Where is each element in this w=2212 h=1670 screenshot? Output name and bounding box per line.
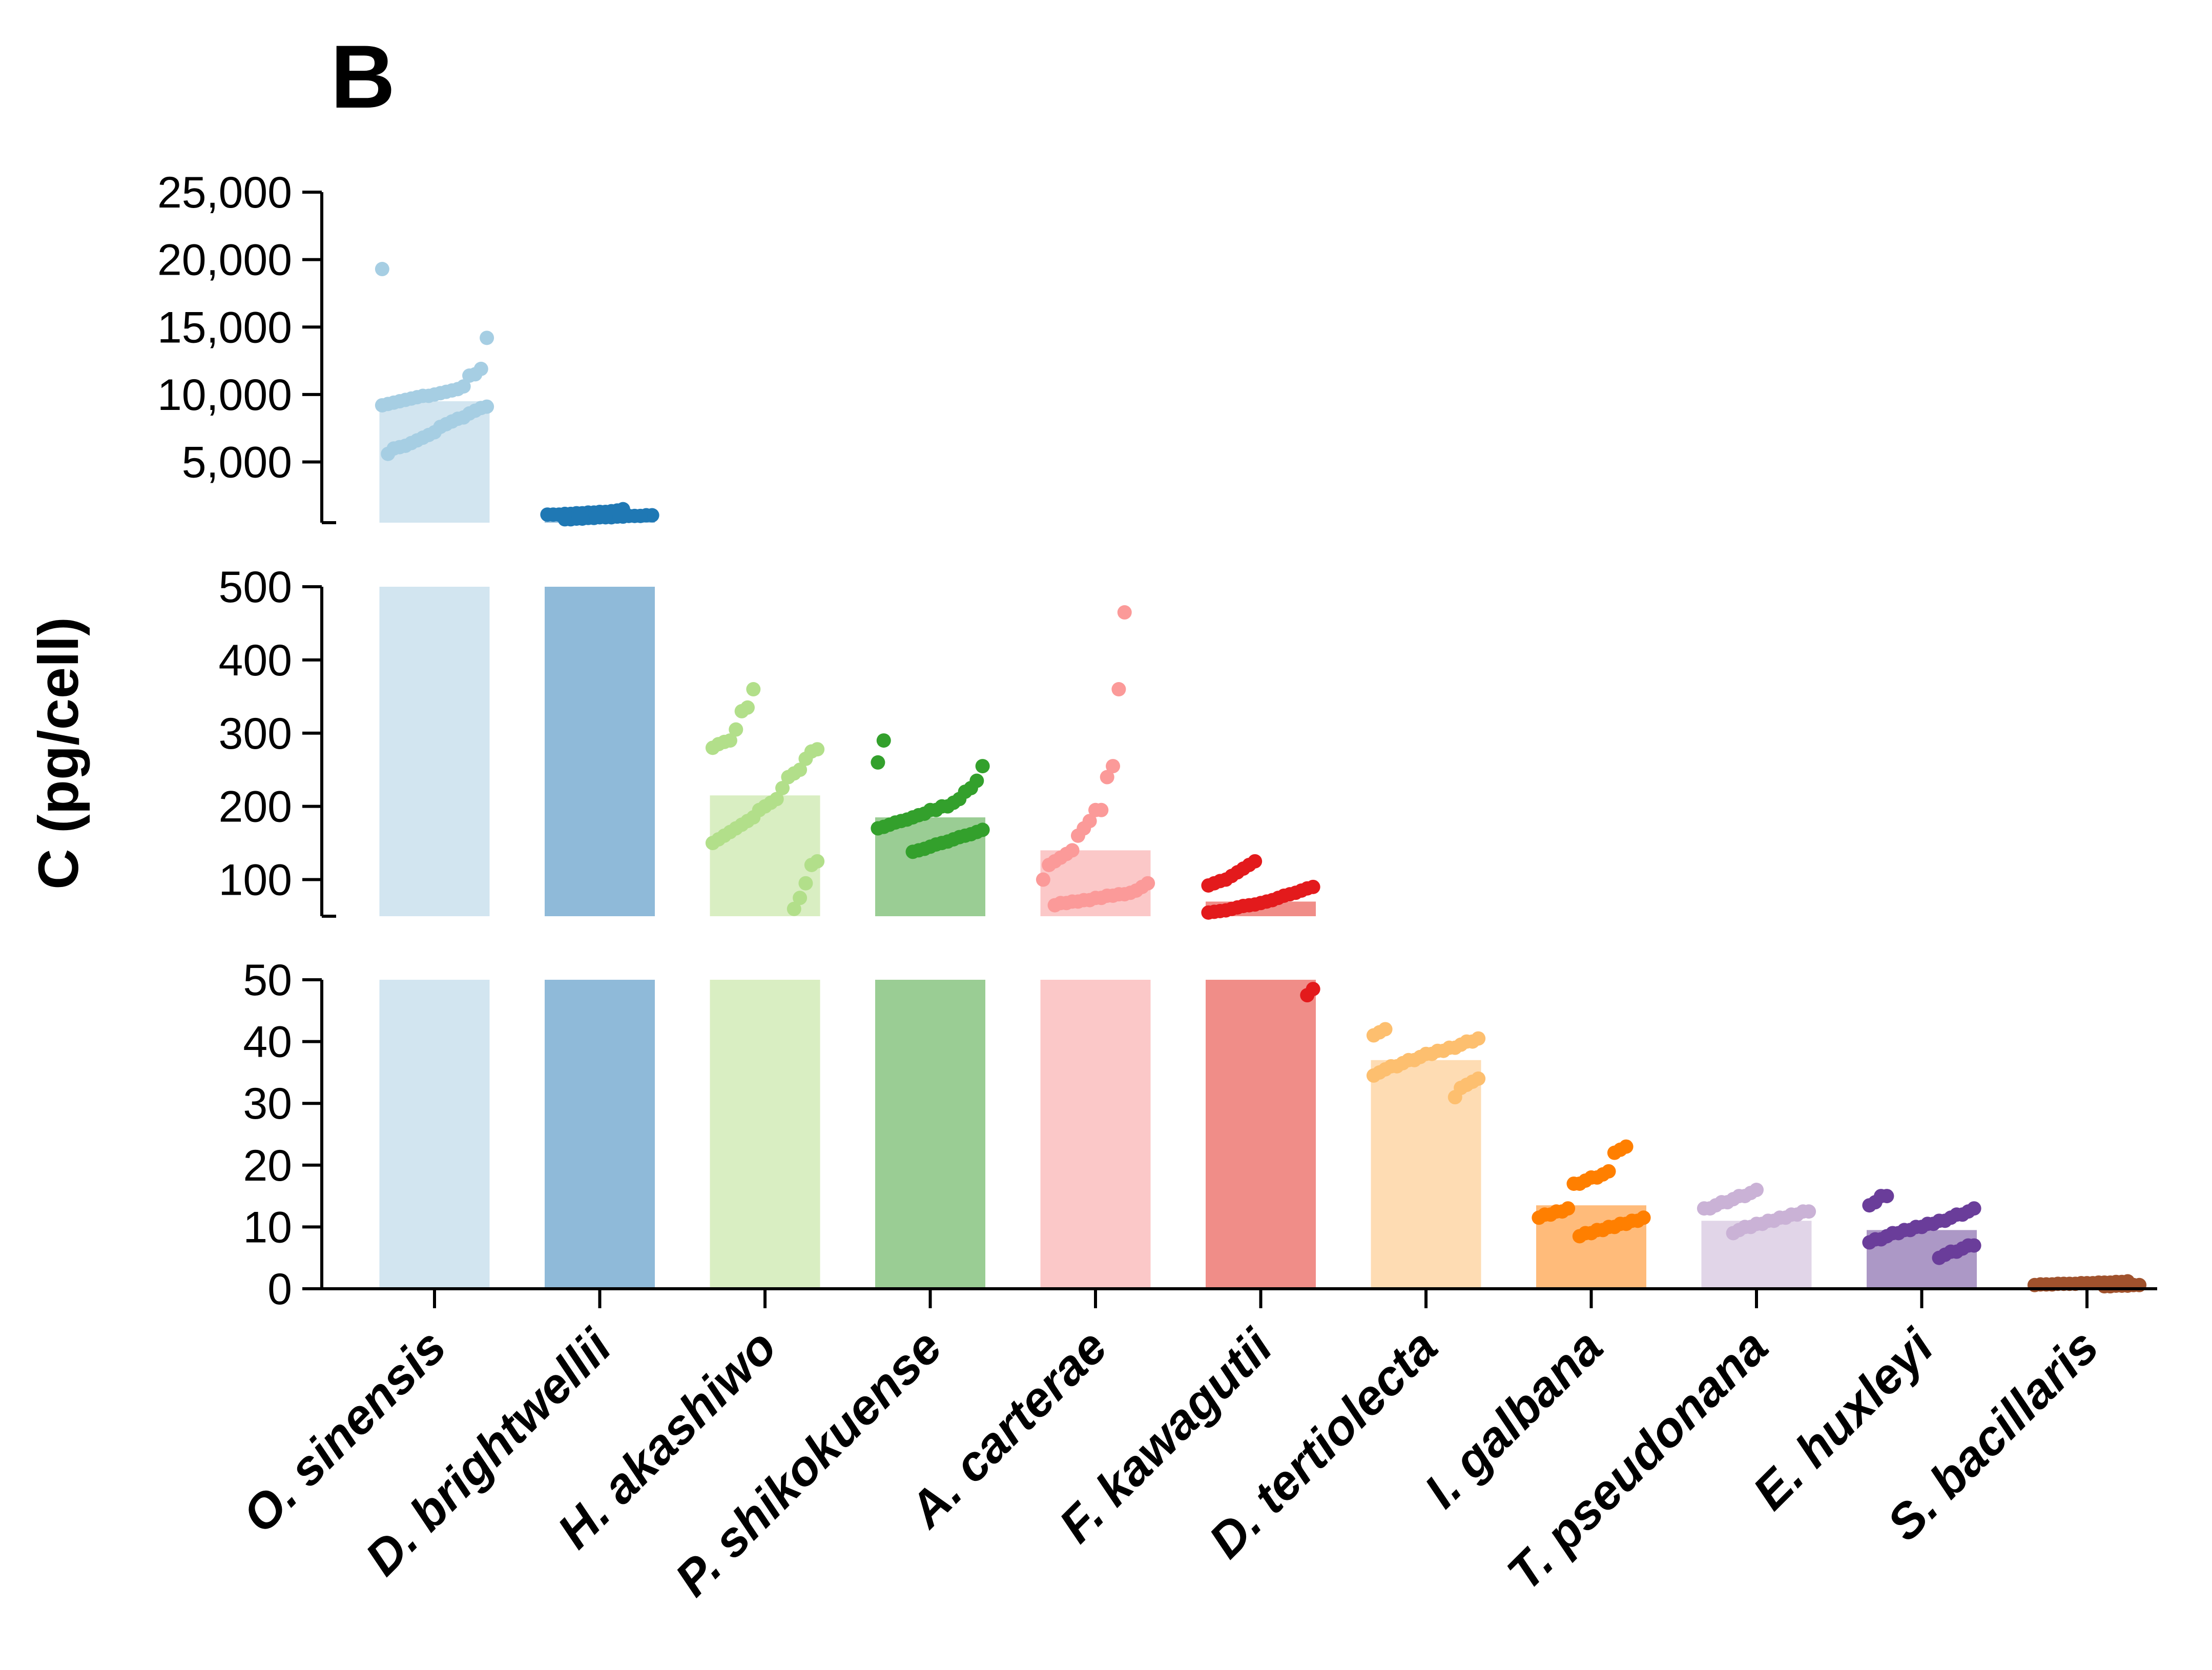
data-point xyxy=(1366,1028,1381,1043)
data-point xyxy=(1042,857,1057,872)
y-tick-label: 50 xyxy=(243,956,292,1005)
data-point xyxy=(975,759,990,774)
y-tick-label: 30 xyxy=(243,1079,292,1128)
data-point xyxy=(1607,1145,1622,1160)
data-point xyxy=(793,891,808,905)
y-tick-label: 20,000 xyxy=(157,236,292,285)
data-point xyxy=(2097,1279,2112,1294)
data-point xyxy=(1932,1250,1947,1265)
y-axis-label: C (pg/cell) xyxy=(27,617,90,890)
bar xyxy=(379,587,490,916)
data-point xyxy=(1566,1176,1581,1191)
data-point xyxy=(729,722,743,737)
y-tick-label: 500 xyxy=(219,563,293,612)
data-point xyxy=(1448,1090,1462,1105)
bar xyxy=(1371,1060,1481,1289)
bar xyxy=(379,401,490,523)
y-tick-label: 10 xyxy=(243,1203,292,1252)
data-point xyxy=(375,398,389,413)
data-point xyxy=(734,704,749,718)
data-point xyxy=(905,844,920,859)
data-point xyxy=(1036,872,1050,887)
data-point xyxy=(1862,1198,1877,1213)
panel-label: B xyxy=(330,27,395,127)
axes-group: 0 10 20 30 40 50 100 200 300 400 500 5,000 10,000 15,… xyxy=(157,168,2157,1314)
data-point xyxy=(871,755,885,770)
bar xyxy=(1040,980,1151,1289)
bars-group xyxy=(379,401,2142,1289)
data-point xyxy=(1117,605,1132,620)
data-point xyxy=(1088,802,1103,817)
bar xyxy=(1206,980,1316,1289)
data-point xyxy=(787,901,801,916)
bar xyxy=(875,980,985,1289)
data-point xyxy=(871,821,885,836)
data-point xyxy=(1572,1229,1587,1244)
y-tick-label: 10,000 xyxy=(157,370,292,420)
data-point xyxy=(1047,898,1062,913)
data-point xyxy=(1697,1201,1711,1216)
y-tick-label: 15,000 xyxy=(157,303,292,352)
data-point xyxy=(1100,770,1114,785)
y-tick-label: 200 xyxy=(219,782,293,832)
data-point xyxy=(1111,682,1126,697)
y-tick-label: 400 xyxy=(219,636,293,685)
y-tick-label: 20 xyxy=(243,1141,292,1190)
data-point xyxy=(1726,1226,1741,1241)
data-point xyxy=(798,751,813,766)
bar xyxy=(379,980,490,1289)
data-point xyxy=(705,740,720,755)
data-point xyxy=(746,682,761,697)
data-point xyxy=(557,512,572,527)
data-point xyxy=(705,836,720,851)
data-point xyxy=(804,857,819,872)
data-point xyxy=(1862,1235,1877,1250)
y-tick-label: 25,000 xyxy=(157,168,292,217)
data-point xyxy=(375,262,389,277)
y-tick-label: 300 xyxy=(219,709,293,758)
data-point xyxy=(798,876,813,891)
data-point xyxy=(1201,905,1216,920)
y-tick-label: 0 xyxy=(267,1265,292,1314)
bar xyxy=(545,980,655,1289)
y-tick-label: 40 xyxy=(243,1018,292,1067)
data-point xyxy=(462,368,477,383)
y-tick-label: 5,000 xyxy=(182,438,292,487)
y-tick-label: 100 xyxy=(219,856,293,905)
bar xyxy=(545,587,655,916)
bar xyxy=(1701,1221,1812,1289)
data-point xyxy=(1300,988,1315,1003)
bar xyxy=(710,980,820,1289)
data-point xyxy=(540,507,555,522)
data-point xyxy=(1532,1210,1546,1225)
points-group xyxy=(375,262,2147,1294)
data-point xyxy=(1106,759,1121,774)
data-point xyxy=(381,446,396,461)
data-point xyxy=(1366,1068,1381,1083)
data-point xyxy=(1201,878,1216,893)
data-point xyxy=(781,770,796,785)
data-point xyxy=(480,331,494,345)
data-point xyxy=(775,780,790,795)
data-point xyxy=(876,733,891,748)
data-point xyxy=(1070,828,1085,843)
